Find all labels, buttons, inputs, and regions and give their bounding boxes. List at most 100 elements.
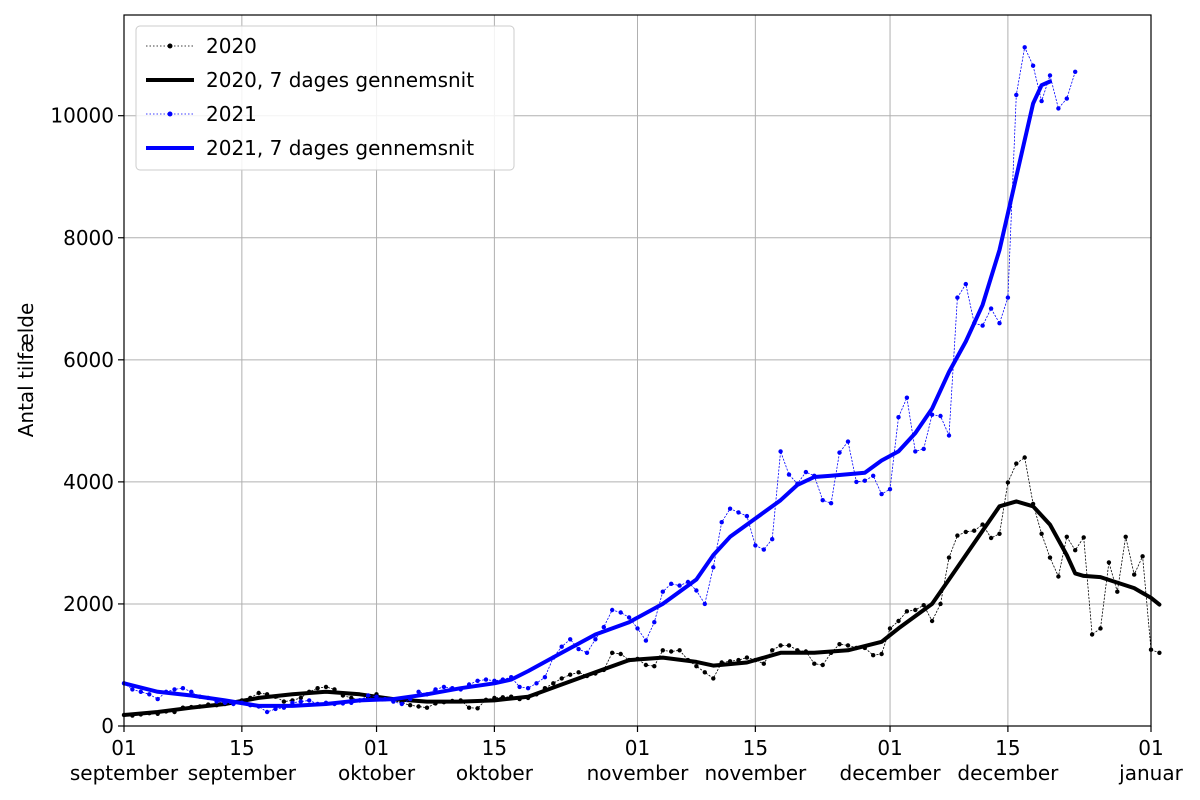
legend: 2020 2020, 7 dages gennemsnit 2021 2021, 7 … [135, 25, 515, 171]
data-point [694, 588, 699, 593]
data-point [534, 681, 539, 686]
legend-label: 2021, 7 dages gennemsnit [206, 136, 474, 160]
data-point [568, 637, 573, 642]
data-point [626, 615, 632, 620]
data-point [786, 643, 792, 648]
legend-box [135, 25, 515, 171]
data-point [576, 670, 581, 675]
data-point [635, 626, 640, 631]
x-tick-label-day: 01 [877, 736, 902, 760]
data-point [1064, 534, 1070, 539]
data-point [938, 413, 943, 419]
data-point [845, 643, 851, 648]
data-point [988, 535, 994, 541]
data-point [736, 510, 741, 515]
data-point [1073, 548, 1078, 553]
legend-entry: 2021 [146, 102, 257, 126]
data-point [980, 323, 985, 328]
y-axis-label: Antal tilfælde [14, 303, 38, 438]
data-point [593, 637, 598, 642]
data-point [298, 695, 303, 701]
data-point [727, 506, 733, 511]
data-point [1005, 295, 1011, 300]
x-tick-label-month: december [840, 761, 942, 785]
data-point [323, 684, 329, 690]
data-point [761, 547, 766, 552]
data-point [155, 696, 160, 702]
data-point [887, 487, 893, 492]
data-point [854, 479, 859, 485]
data-point [1056, 106, 1061, 111]
data-point [770, 648, 775, 653]
data-point [904, 395, 910, 400]
data-point [618, 610, 623, 615]
series-4 [122, 79, 1052, 708]
data-point [1014, 461, 1019, 466]
x-tick-label-day: 15 [743, 736, 768, 760]
data-point [576, 646, 581, 652]
data-point [441, 684, 447, 690]
data-point [643, 638, 649, 643]
x-tick-label-day: 15 [482, 736, 507, 760]
data-point [669, 649, 674, 654]
data-point [298, 699, 303, 704]
data-point [1140, 554, 1145, 559]
data-point [820, 498, 825, 503]
data-point [652, 664, 657, 669]
data-point [711, 565, 716, 570]
data-point [1056, 574, 1061, 579]
data-point [820, 662, 825, 668]
legend-label: 2021 [206, 102, 257, 126]
data-point [803, 469, 809, 475]
data-point [475, 706, 480, 711]
data-point [896, 415, 901, 420]
data-point [770, 537, 775, 542]
data-point [1123, 534, 1128, 539]
data-point [997, 531, 1002, 536]
data-point [778, 449, 783, 454]
data-point [1047, 555, 1053, 560]
y-tick-label: 4000 [63, 470, 114, 494]
data-point [1005, 480, 1011, 485]
y-tick-label: 0 [101, 714, 114, 738]
data-point [399, 701, 404, 707]
data-point [837, 450, 842, 455]
legend-entry: 2021, 7 dages gennemsnit [146, 136, 474, 160]
data-point [887, 626, 893, 631]
data-point [744, 513, 750, 519]
data-point [264, 709, 270, 715]
data-point [702, 601, 707, 607]
x-tick-label-month: oktober [338, 761, 416, 785]
series-line [122, 499, 1162, 717]
data-point [879, 491, 884, 497]
data-point [904, 609, 910, 614]
data-point [694, 664, 699, 669]
data-point [424, 705, 430, 710]
data-point [1098, 626, 1103, 631]
legend-marker [167, 111, 173, 117]
x-tick-label-day: 01 [1138, 736, 1163, 760]
data-point [307, 698, 312, 703]
data-point [172, 687, 177, 692]
data-point [1064, 96, 1070, 101]
data-point [1022, 455, 1027, 460]
data-point [753, 543, 758, 548]
data-point [551, 681, 556, 686]
series-line [122, 79, 1052, 708]
data-point [997, 321, 1002, 326]
data-point [744, 655, 750, 660]
data-point [416, 704, 421, 709]
x-tick-label-month: december [957, 761, 1059, 785]
data-point [1089, 632, 1095, 637]
data-point [946, 433, 952, 438]
data-point [913, 449, 918, 454]
data-point [466, 705, 472, 710]
y-tick-label: 10000 [50, 104, 114, 128]
data-point [610, 607, 615, 613]
data-point [660, 589, 665, 594]
y-tick-label: 2000 [63, 592, 114, 616]
legend-marker [167, 43, 173, 49]
data-point [1030, 63, 1036, 68]
data-point [929, 618, 935, 624]
